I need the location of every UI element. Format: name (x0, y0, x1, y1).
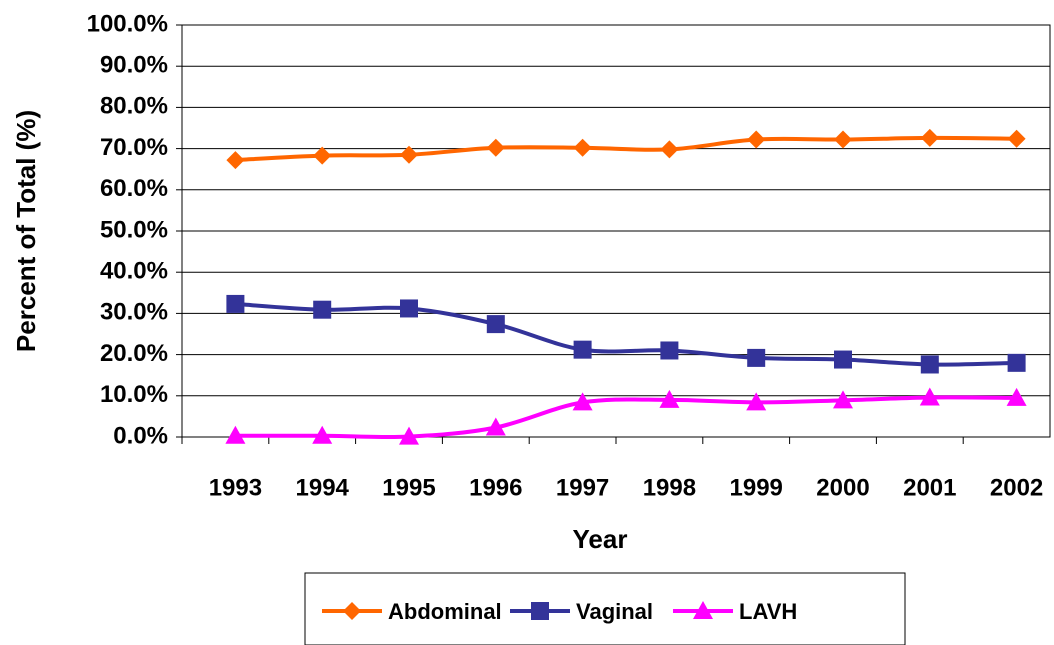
x-tick-label: 2001 (903, 474, 956, 501)
marker (660, 341, 679, 360)
marker (573, 138, 592, 157)
marker (312, 425, 333, 444)
series-line (235, 135, 1017, 163)
marker (531, 602, 549, 620)
x-tick-label: 1993 (209, 474, 262, 501)
marker (400, 145, 418, 164)
y-tick-label: 90.0% (100, 52, 168, 79)
marker (747, 130, 766, 149)
marker (833, 390, 853, 409)
marker (746, 392, 767, 411)
legend-box (304, 572, 906, 645)
y-tick-label: 50.0% (100, 216, 168, 243)
series-line (235, 395, 1017, 440)
x-tick-label: 1995 (382, 474, 435, 501)
x-tick-label: 1997 (556, 474, 609, 501)
y-tick-label: 70.0% (100, 134, 168, 161)
marker (572, 392, 593, 411)
marker (225, 425, 246, 444)
marker (1006, 387, 1027, 406)
y-tick-label: 100.0% (87, 10, 168, 37)
y-tick-label: 80.0% (100, 93, 168, 120)
x-tick-label: 1998 (643, 474, 696, 501)
marker (313, 146, 332, 165)
marker (693, 601, 713, 619)
marker (660, 140, 679, 159)
x-tick-label: 1999 (730, 474, 783, 501)
marker (1007, 353, 1026, 372)
x-axis-title: Year (573, 524, 628, 554)
y-tick-label: 60.0% (100, 175, 168, 202)
y-tick-label: 30.0% (100, 299, 168, 326)
marker (226, 151, 245, 170)
legend-label: Vaginal (576, 599, 653, 624)
marker (920, 355, 939, 374)
x-tick-label: 1996 (469, 474, 522, 501)
marker (747, 348, 766, 367)
y-tick-label: 20.0% (100, 340, 168, 367)
marker (226, 294, 245, 313)
x-tick-label: 2000 (816, 474, 869, 501)
marker (486, 138, 505, 157)
marker (919, 387, 940, 406)
marker (399, 426, 419, 445)
series-line (235, 301, 1017, 367)
marker (834, 350, 852, 369)
x-tick-label: 1994 (296, 474, 350, 501)
marker (659, 389, 680, 408)
marker (486, 315, 505, 334)
marker (313, 300, 332, 319)
x-tick-label: 2002 (990, 474, 1043, 501)
y-tick-label: 40.0% (100, 258, 168, 285)
marker (485, 417, 506, 436)
marker (343, 602, 361, 620)
legend-label: LAVH (739, 599, 797, 624)
legend-label: Abdominal (388, 599, 502, 624)
marker (920, 128, 939, 147)
y-tick-label: 0.0% (113, 422, 168, 449)
y-axis-title: Percent of Total (%) (11, 110, 41, 352)
y-tick-label: 10.0% (100, 381, 168, 408)
marker (834, 130, 852, 149)
marker (1007, 129, 1026, 148)
marker (573, 340, 592, 359)
marker (400, 299, 418, 318)
